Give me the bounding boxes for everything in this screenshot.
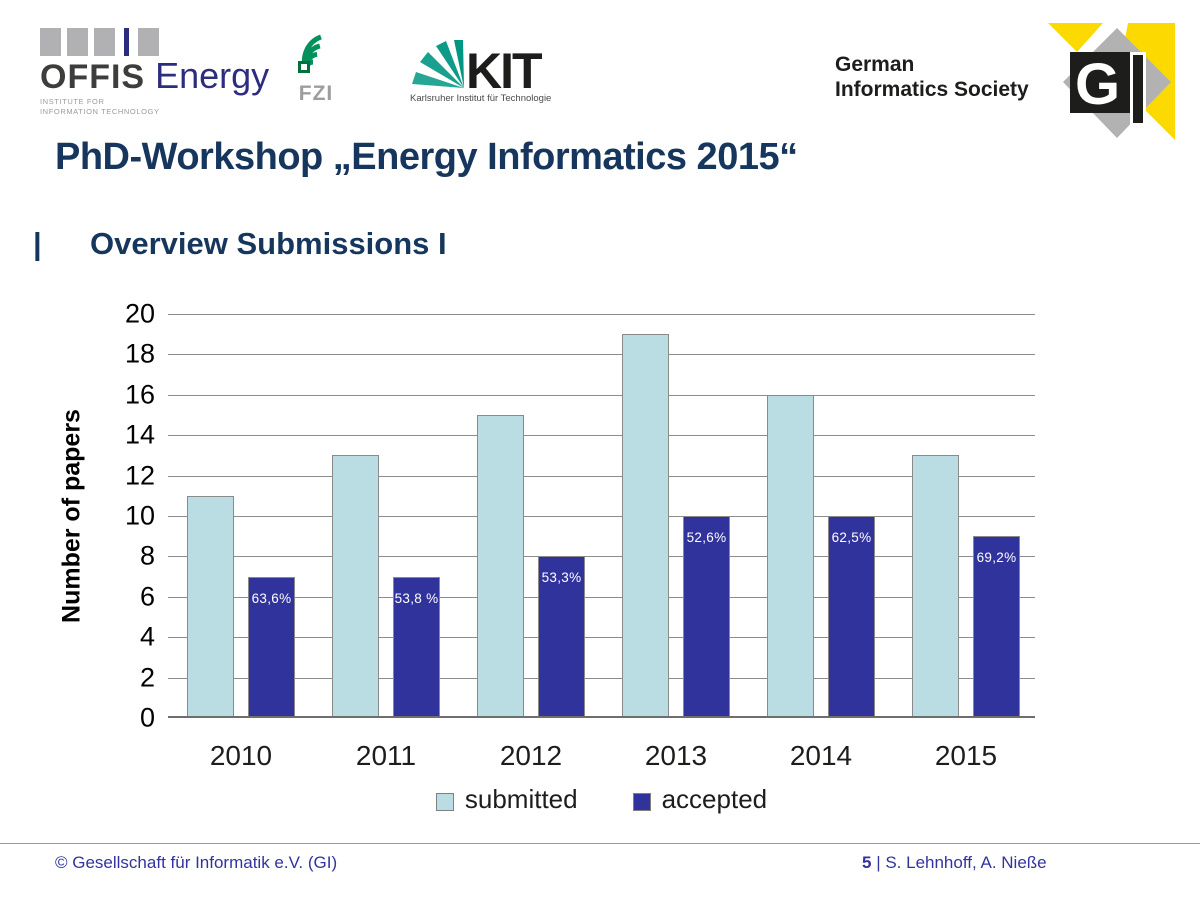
x-tick-2011: 2011 (355, 740, 417, 771)
y-tick-16: 16 (124, 379, 155, 410)
bar-value-label-2011: 53,8 % (394, 590, 439, 606)
fzi-logo-text: FZI (298, 82, 334, 105)
bar-submitted-2010 (187, 495, 234, 718)
legend-item-accepted: accepted (632, 784, 768, 815)
subtitle-bar: | (33, 226, 42, 261)
legend-swatch-accepted (632, 792, 651, 811)
bar-value-label-2010: 63,6% (251, 590, 292, 606)
bar-accepted-2015: 69,2% (973, 536, 1020, 718)
y-tick-20: 20 (124, 298, 155, 329)
x-tick-2014: 2014 (789, 740, 853, 771)
bar-accepted-2011: 53,8 % (393, 576, 440, 718)
page-number: 5 (862, 853, 872, 872)
bar-accepted-2012: 53,3% (538, 556, 585, 718)
kit-icon: KIT Karlsruher Institut für Technologie (410, 40, 551, 104)
gridline-8 (168, 556, 1035, 558)
plot-area: 63,6% 2010 53,8 % 2011 53,3% 2012 52,6% 2013 62,… (168, 314, 1035, 771)
fzi-icon (298, 34, 322, 73)
gridline-4 (168, 637, 1035, 639)
gi-logo: G (1045, 10, 1200, 160)
gridline-18 (168, 354, 1035, 356)
offis-energy-logo: OFFIS Energy INSTITUTE FOR INFORMATION T… (40, 28, 269, 117)
fzi-logo: FZI (293, 31, 339, 104)
bar-value-label-2015: 69,2% (976, 550, 1017, 566)
x-tick-2015: 2015 (934, 740, 998, 771)
bar-value-label-2013: 52,6% (686, 530, 727, 545)
y-tick-8: 8 (139, 540, 155, 571)
gridline-10 (168, 516, 1035, 517)
bar-value-label-2014: 62,5% (831, 530, 872, 545)
bar-submitted-2015 (912, 455, 959, 718)
bar-submitted-2011 (332, 455, 379, 718)
gridline-12 (168, 475, 1035, 477)
legend-swatch-submitted (435, 792, 454, 811)
y-tick-18: 18 (124, 338, 155, 369)
footer-author-line: 5 | S. Lehnhoff, A. Nieße (862, 853, 1047, 873)
german-informatics-society-label: German Informatics Society (835, 53, 1029, 102)
y-tick-6: 6 (139, 581, 155, 612)
offis-tagline: INSTITUTE FOR INFORMATION TECHNOLOGY (40, 97, 160, 117)
gridline-16 (168, 394, 1035, 396)
gi-icon: G (1048, 23, 1175, 140)
gridline-2 (168, 677, 1035, 679)
bar-submitted-2013 (622, 334, 669, 718)
y-tick-4: 4 (139, 621, 155, 652)
offis-energy-text: Energy (155, 55, 270, 96)
chart-legend: submitted accepted (168, 784, 1035, 815)
svg-text:KIT: KIT (466, 43, 542, 99)
offis-squares-icon (40, 28, 269, 56)
offis-logo-text: OFFIS (40, 58, 146, 96)
gridline-6 (168, 596, 1035, 598)
y-tick-12: 12 (124, 460, 155, 491)
footer-authors: | S. Lehnhoff, A. Nieße (871, 853, 1047, 872)
footer-divider (0, 843, 1200, 844)
gridline-14 (168, 435, 1035, 437)
bar-accepted-2014: 62,5% (828, 516, 875, 718)
bar-submitted-2012 (477, 415, 524, 718)
gridline-0 (168, 716, 1035, 718)
page-title: PhD-Workshop „Energy Informatics 2015“ (55, 136, 798, 178)
subtitle: Overview Submissions I (90, 226, 447, 261)
bar-value-label-2012: 53,3% (541, 570, 582, 586)
legend-label-accepted: accepted (661, 784, 768, 814)
bar-submitted-2014 (767, 394, 814, 718)
y-tick-2: 2 (139, 662, 155, 693)
y-tick-0: 0 (139, 702, 155, 733)
gridline-20 (168, 314, 1035, 315)
x-tick-2013: 2013 (644, 740, 708, 771)
legend-label-submitted: submitted (464, 784, 578, 814)
kit-logo: KIT Karlsruher Institut für Technologie (408, 40, 558, 109)
y-tick-10: 10 (124, 500, 155, 531)
legend-item-submitted: submitted (435, 784, 578, 815)
footer-copyright: © Gesellschaft für Informatik e.V. (GI) (55, 853, 338, 872)
x-tick-2012: 2012 (499, 740, 563, 771)
bar-accepted-2013: 52,6% (683, 516, 730, 718)
svg-text:Karlsruher Institut für Techno: Karlsruher Institut für Technologie (410, 93, 551, 104)
y-tick-14: 14 (124, 419, 155, 450)
y-axis-ticks: 0 2 4 6 8 10 12 14 16 18 20 (60, 299, 155, 733)
svg-text:G: G (1075, 52, 1120, 117)
x-tick-2010: 2010 (209, 740, 273, 771)
bar-accepted-2010: 63,6% (248, 576, 295, 718)
